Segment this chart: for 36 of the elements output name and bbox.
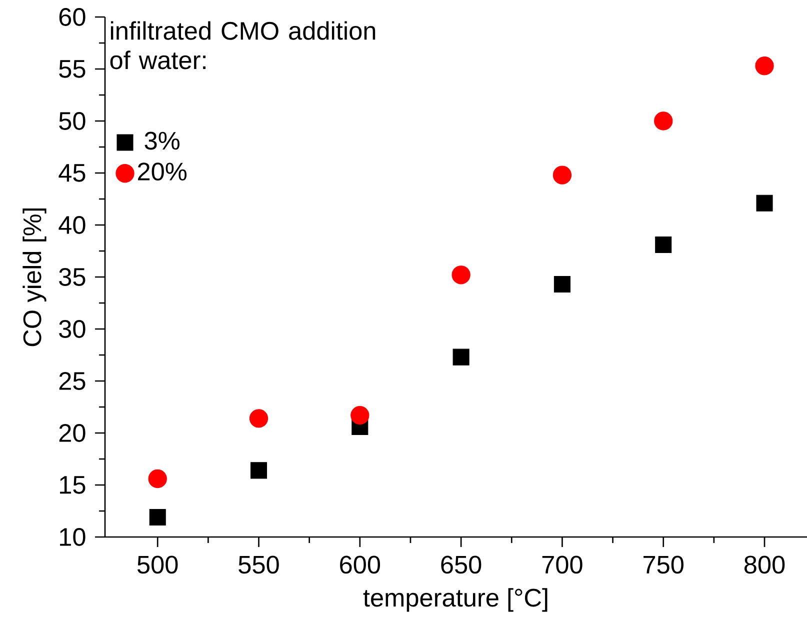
y-tick-label: 55	[59, 60, 86, 78]
point	[655, 236, 672, 254]
x-tick-label: 650	[441, 556, 482, 574]
point	[552, 166, 572, 184]
x-tick-label: 550	[238, 556, 279, 574]
y-tick-label: 60	[59, 8, 86, 26]
point	[148, 469, 167, 488]
legend-label: 20%	[138, 162, 187, 181]
point	[250, 462, 268, 479]
y-tick-label: 20	[59, 424, 86, 442]
point	[452, 348, 470, 366]
x-axis-title: temperature [°C]	[363, 588, 548, 612]
y-tick-label: 30	[59, 320, 86, 338]
point	[654, 112, 673, 130]
x-tick-label: 500	[137, 556, 178, 574]
point	[755, 56, 774, 76]
point	[149, 508, 166, 526]
point	[452, 266, 470, 284]
y-tick-label: 35	[59, 268, 86, 286]
y-tick-label: 10	[60, 528, 86, 546]
legend-label: 3%	[144, 132, 180, 150]
y-tick-label: 50	[59, 112, 86, 130]
x-tick-label: 600	[340, 556, 380, 574]
x-tick-label: 750	[644, 556, 684, 574]
point	[350, 406, 370, 425]
y-axis-title: CO yield [%]	[22, 208, 46, 346]
point	[756, 194, 773, 212]
point	[249, 409, 268, 428]
y-tick-label: 25	[59, 372, 86, 390]
y-tick-label: 45	[58, 164, 86, 182]
x-tick-label: 700	[542, 556, 582, 574]
y-tick-label: 15	[60, 476, 86, 494]
point	[554, 276, 570, 293]
y-tick-label: 40	[58, 216, 86, 234]
legend-title: infiltrated CMO addition of water:	[110, 21, 376, 70]
x-tick-label: 800	[744, 556, 785, 574]
